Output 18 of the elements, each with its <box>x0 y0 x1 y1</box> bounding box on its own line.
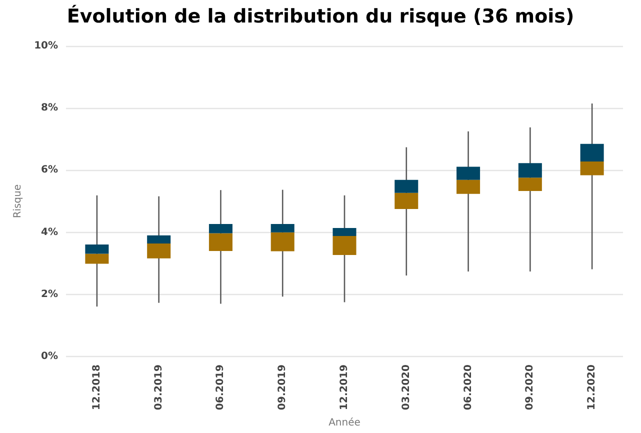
y-tick-label: 0% <box>41 351 58 362</box>
x-tick-label: 03.2020 <box>400 364 412 410</box>
x-tick-label: 09.2020 <box>524 364 536 410</box>
y-tick-label: 4% <box>41 226 58 238</box>
x-axis-title: Année <box>328 418 360 428</box>
x-tick-label: 12.2020 <box>586 364 598 410</box>
x-tick-label: 06.2020 <box>462 364 474 410</box>
y-tick-label: 10% <box>34 40 58 52</box>
y-tick-label: 6% <box>41 164 58 176</box>
x-tick-label: 06.2019 <box>215 364 226 410</box>
x-tick-label: 03.2019 <box>153 364 164 410</box>
chart-title: Évolution de la distribution du risque (36 mois) <box>66 4 574 28</box>
y-tick-label: 2% <box>41 288 58 300</box>
y-axis-title: Risque <box>12 184 24 218</box>
y-tick-label: 8% <box>41 102 58 114</box>
x-tick-label: 09.2019 <box>277 364 288 410</box>
x-tick-label: 12.2018 <box>91 364 102 410</box>
x-tick-label: 12.2019 <box>339 364 350 410</box>
